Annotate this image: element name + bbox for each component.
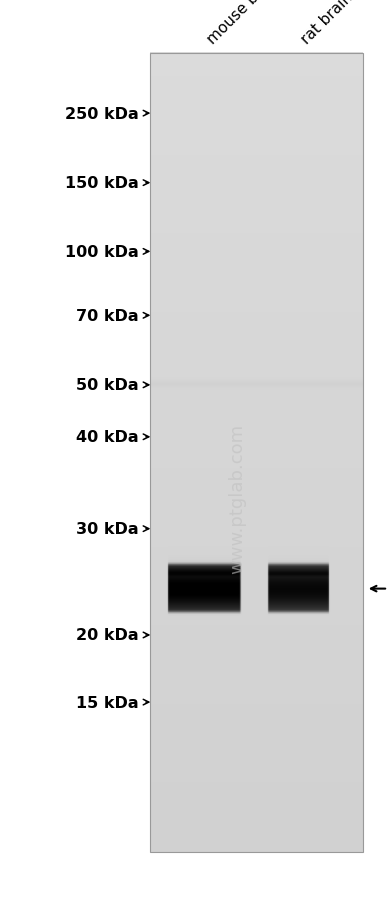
Text: 30 kDa: 30 kDa: [76, 521, 138, 537]
Text: rat brain: rat brain: [299, 0, 356, 47]
Text: 100 kDa: 100 kDa: [65, 244, 138, 260]
Bar: [150, 54, 363, 852]
Text: 15 kDa: 15 kDa: [76, 695, 138, 710]
Text: mouse brain: mouse brain: [204, 0, 283, 47]
Text: www.ptglab.com: www.ptglab.com: [228, 423, 246, 574]
Text: 150 kDa: 150 kDa: [65, 176, 138, 191]
Text: 40 kDa: 40 kDa: [76, 429, 138, 445]
Text: 20 kDa: 20 kDa: [76, 628, 138, 643]
Text: 50 kDa: 50 kDa: [76, 378, 138, 393]
Text: 70 kDa: 70 kDa: [76, 308, 138, 324]
Text: 250 kDa: 250 kDa: [65, 106, 138, 122]
